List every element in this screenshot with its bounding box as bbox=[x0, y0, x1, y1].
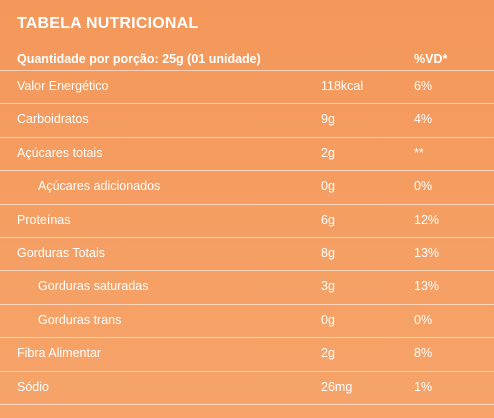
nutrient-vd: 1% bbox=[414, 379, 433, 394]
nutrient-label: Gorduras saturadas bbox=[38, 279, 149, 294]
nutrient-label: Açúcares adicionados bbox=[38, 179, 161, 194]
nutrient-quantity: 8g bbox=[321, 245, 335, 260]
nutrient-quantity: 2g bbox=[321, 145, 335, 160]
nutrient-label: Gorduras Totais bbox=[17, 245, 106, 260]
nutrient-vd: 8% bbox=[414, 346, 433, 361]
table-bottom-divider bbox=[0, 404, 494, 405]
table-row: Carboidratos 9g 4% bbox=[0, 103, 494, 136]
nutrient-vd: 4% bbox=[414, 112, 433, 127]
nutrient-vd: 12% bbox=[414, 212, 440, 227]
table-row: Fibra Alimentar 2g 8% bbox=[0, 337, 494, 370]
nutrient-label: Valor Energético bbox=[17, 79, 109, 93]
nutrient-vd: 6% bbox=[414, 79, 433, 93]
nutrient-label: Sódio bbox=[17, 379, 49, 394]
nutrient-vd: 0% bbox=[414, 312, 433, 327]
nutrient-vd: 13% bbox=[414, 279, 440, 294]
portion-header: Quantidade por porção: 25g (01 unidade) bbox=[17, 52, 261, 66]
nutrient-label: Gorduras trans bbox=[38, 312, 122, 327]
nutrient-quantity: 26mg bbox=[321, 379, 353, 394]
nutrient-quantity: 6g bbox=[321, 212, 335, 227]
nutrient-quantity: 0g bbox=[321, 312, 335, 327]
nutrient-quantity: 9g bbox=[321, 112, 335, 127]
table-body: Valor Energético 118kcal 6% Carboidratos… bbox=[0, 70, 494, 404]
nutrient-label: Proteínas bbox=[17, 212, 71, 227]
table-row: Valor Energético 118kcal 6% bbox=[0, 70, 494, 103]
table-row: Sódio 26mg 1% bbox=[0, 370, 494, 404]
nutrient-label: Fibra Alimentar bbox=[17, 346, 102, 361]
table-row: Gorduras trans 0g 0% bbox=[0, 303, 494, 337]
nutrient-quantity: 0g bbox=[321, 179, 335, 194]
table-row: Açúcares totais 2g ** bbox=[0, 136, 494, 170]
nutrient-vd: 13% bbox=[414, 245, 440, 260]
table-row: Proteínas 6g 12% bbox=[0, 203, 494, 237]
nutrient-quantity: 3g bbox=[321, 279, 335, 294]
nutrient-vd: ** bbox=[414, 145, 424, 160]
table-row: Gorduras saturadas 3g 13% bbox=[0, 270, 494, 303]
table-row: Gorduras Totais 8g 13% bbox=[0, 236, 494, 270]
table-title: TABELA NUTRICIONAL bbox=[17, 15, 199, 32]
nutrient-quantity: 2g bbox=[321, 346, 335, 361]
nutrient-quantity: 118kcal bbox=[321, 79, 364, 93]
nutrient-vd: 0% bbox=[414, 179, 433, 194]
vd-header: %VD* bbox=[414, 52, 448, 66]
table-row: Açúcares adicionados 0g 0% bbox=[0, 170, 494, 203]
nutrient-label: Carboidratos bbox=[17, 112, 89, 127]
table-header-row: Quantidade por porção: 25g (01 unidade) … bbox=[0, 44, 494, 74]
nutrient-label: Açúcares totais bbox=[17, 145, 103, 160]
